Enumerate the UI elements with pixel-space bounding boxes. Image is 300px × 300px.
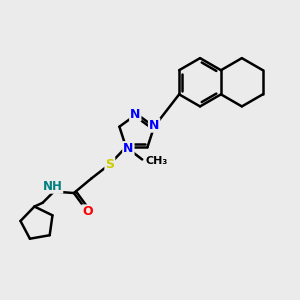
Text: CH₃: CH₃ bbox=[146, 156, 168, 166]
Text: N: N bbox=[149, 119, 159, 132]
Text: O: O bbox=[82, 206, 93, 218]
Text: NH: NH bbox=[43, 180, 62, 193]
Text: N: N bbox=[123, 142, 134, 155]
Text: N: N bbox=[130, 108, 140, 121]
Text: S: S bbox=[105, 158, 114, 171]
